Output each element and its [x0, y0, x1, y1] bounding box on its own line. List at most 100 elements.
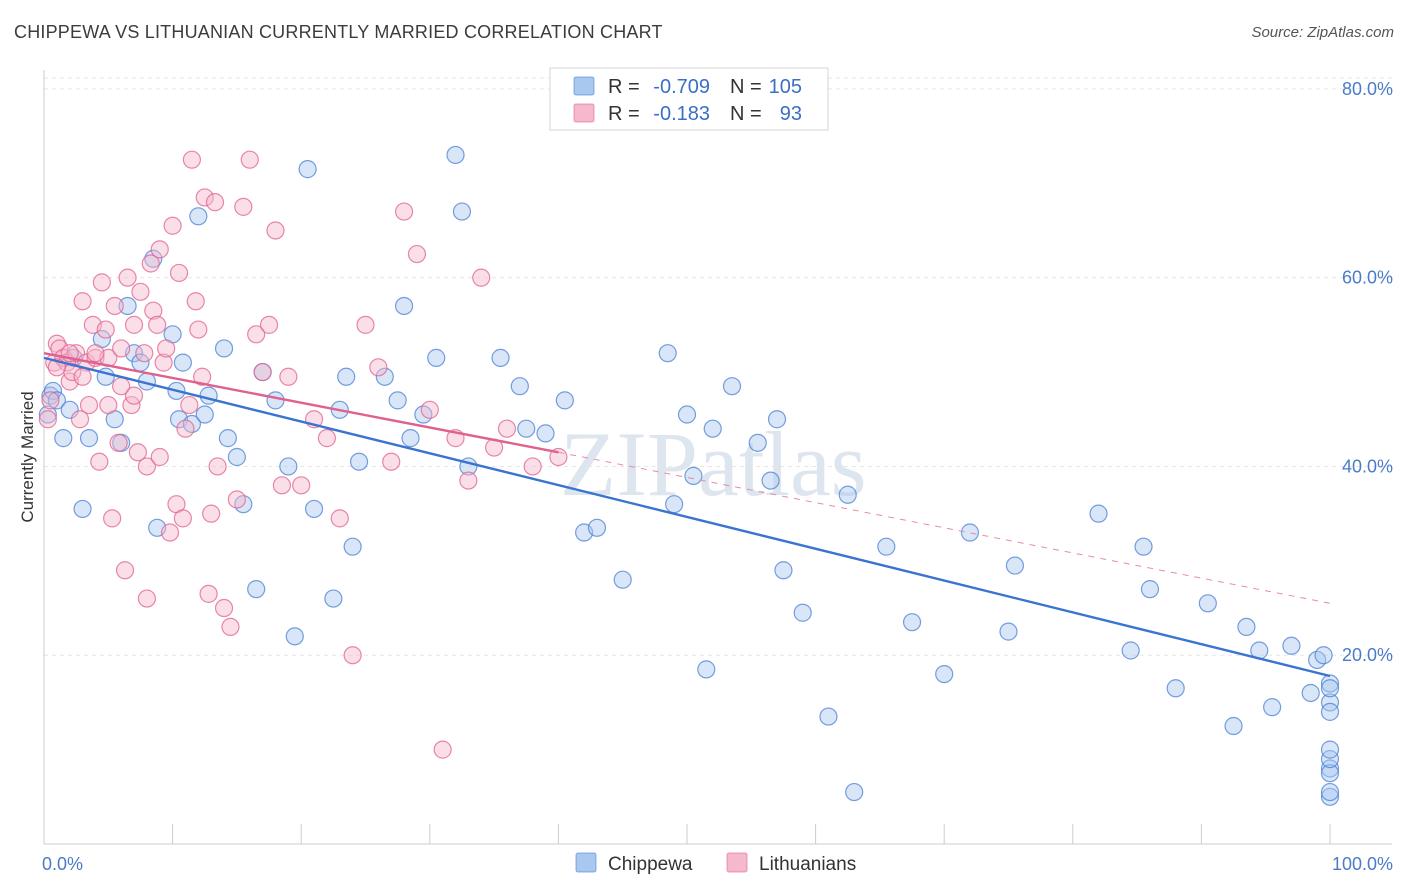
data-point	[337, 367, 356, 386]
data-point	[247, 580, 266, 599]
data-point	[523, 457, 542, 476]
trend-lines	[43, 351, 1331, 678]
data-point	[1320, 740, 1340, 759]
data-point	[1320, 702, 1340, 721]
series-legend-label: Chippewa	[608, 854, 693, 875]
legend-r-label: R =	[608, 76, 640, 98]
y-tick-label: 40.0%	[1342, 456, 1393, 476]
data-point	[324, 589, 343, 608]
data-point	[394, 296, 414, 316]
data-point	[86, 344, 105, 363]
legend-r-label: R =	[608, 103, 640, 125]
data-point	[109, 433, 128, 452]
data-point	[317, 429, 337, 448]
axes: 20.0% 40.0% 60.0% 80.0% 0.0% 100.0% Currently …	[18, 70, 1393, 874]
legend-n-value: 105	[769, 76, 802, 98]
data-point	[79, 429, 99, 448]
data-point	[684, 466, 703, 485]
data-point	[189, 207, 208, 226]
data-point	[767, 410, 787, 429]
data-point	[304, 499, 324, 519]
data-point	[1198, 594, 1217, 613]
data-point	[285, 627, 304, 646]
data-point	[1314, 646, 1333, 665]
data-point	[124, 386, 144, 405]
data-point	[137, 457, 156, 476]
trend-line-lithuanians	[43, 351, 559, 454]
data-point	[266, 391, 285, 410]
data-point	[703, 419, 722, 438]
data-point	[1320, 679, 1340, 698]
data-point	[234, 197, 253, 216]
data-point	[401, 429, 420, 448]
data-point	[279, 367, 298, 386]
source-label: Source: ZipAtlas.com	[1251, 24, 1394, 41]
data-point	[369, 358, 388, 377]
data-point	[150, 240, 169, 259]
legend-swatch	[573, 103, 595, 123]
data-point	[536, 424, 555, 443]
data-point	[722, 377, 742, 396]
data-point	[38, 410, 57, 429]
data-point	[240, 150, 259, 169]
data-point	[343, 646, 362, 665]
data-point	[193, 367, 212, 386]
data-point	[697, 660, 716, 679]
data-point	[1166, 679, 1185, 698]
data-point	[838, 485, 857, 504]
y-tick-label: 80.0%	[1342, 79, 1393, 99]
legend-n-label: N =	[730, 103, 762, 125]
data-point	[41, 391, 60, 410]
data-point	[214, 339, 234, 358]
data-point	[227, 490, 246, 509]
series-legend-swatch	[575, 852, 597, 873]
data-point	[169, 263, 189, 283]
data-point	[199, 584, 218, 603]
data-point	[510, 377, 529, 396]
data-point	[1320, 787, 1340, 806]
data-point	[587, 518, 607, 537]
data-point	[330, 509, 349, 528]
data-point	[38, 405, 57, 424]
data-point	[70, 410, 90, 429]
data-point	[253, 362, 272, 382]
legend-n-value: 93	[780, 103, 802, 125]
data-point	[446, 145, 465, 165]
data-point	[1320, 782, 1340, 802]
data-point	[247, 325, 266, 344]
data-point	[459, 471, 478, 490]
series-legend-swatch	[726, 852, 748, 873]
data-point	[960, 523, 980, 542]
data-point	[427, 348, 446, 367]
data-point	[141, 254, 160, 273]
data-point	[128, 443, 147, 462]
data-point	[793, 603, 812, 622]
legend-r-value: -0.709	[653, 76, 710, 98]
y-axis-label: Currently Married	[18, 391, 37, 522]
data-point	[1320, 764, 1340, 783]
data-point	[227, 447, 246, 467]
data-point	[73, 499, 92, 519]
data-point	[349, 452, 369, 471]
data-point	[160, 523, 180, 542]
data-point	[218, 429, 237, 448]
data-point	[292, 476, 311, 495]
data-point	[433, 740, 452, 759]
data-point	[272, 476, 292, 495]
data-point	[407, 244, 427, 264]
data-point	[148, 315, 167, 334]
series-lithuanians	[38, 150, 568, 759]
data-point	[186, 292, 205, 311]
data-points	[38, 145, 1340, 806]
data-point	[112, 339, 131, 358]
data-point	[199, 386, 218, 405]
data-point	[1263, 698, 1282, 717]
data-point	[115, 561, 135, 580]
data-point	[266, 221, 285, 240]
data-point	[845, 782, 864, 802]
data-point	[103, 509, 122, 528]
y-tick-label: 20.0%	[1342, 645, 1393, 665]
data-point	[195, 188, 214, 207]
trend-line-chippewa	[43, 356, 1331, 678]
